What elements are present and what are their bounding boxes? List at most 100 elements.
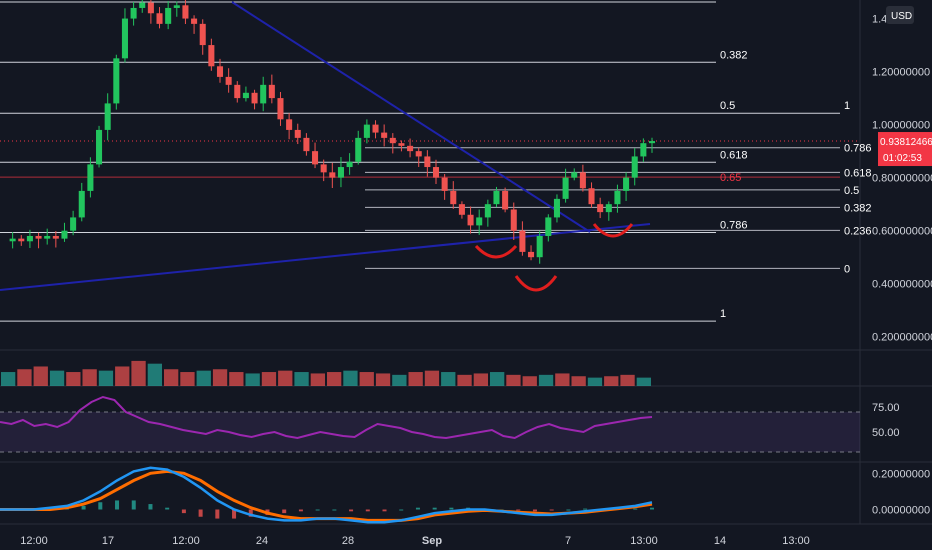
- macd-histogram-bar: [198, 509, 203, 517]
- volume-bar: [571, 376, 586, 386]
- volume-bar: [245, 373, 260, 386]
- macd-histogram-bar: [633, 508, 638, 510]
- candle-body: [191, 18, 198, 24]
- candle-body: [18, 238, 25, 242]
- candle-body: [476, 217, 483, 226]
- currency-badge[interactable]: [886, 6, 914, 24]
- time-tick-label: 7: [565, 535, 571, 547]
- price-tick-label: 0.200000000: [872, 332, 932, 344]
- candle-body: [407, 145, 414, 152]
- macd-histogram-bar: [365, 509, 370, 512]
- fib-red-level-label: 0.65: [720, 172, 741, 184]
- candle-body: [355, 137, 362, 162]
- volume-bar: [636, 377, 651, 386]
- candle-body: [545, 217, 552, 236]
- candle-body: [329, 172, 336, 178]
- time-axis[interactable]: 12:00 17 12:00 24 28 Sep 7 13:00 14 13:00: [20, 535, 810, 547]
- candle-body: [528, 251, 535, 258]
- candles: [9, 0, 656, 264]
- time-tick-label: 24: [256, 535, 268, 547]
- macd-histogram-bar: [583, 508, 588, 510]
- candle-body: [268, 84, 275, 99]
- candle-body: [104, 103, 111, 130]
- volume-bar: [212, 369, 228, 386]
- candle-body: [640, 143, 647, 157]
- candle-body: [35, 235, 42, 239]
- macd-histogram-bar: [232, 509, 237, 519]
- currency-label: USD: [891, 11, 912, 22]
- candle-body: [199, 23, 206, 46]
- volume-bar: [196, 370, 211, 386]
- candle-body: [510, 209, 517, 231]
- volume-bar: [587, 377, 603, 386]
- macd-histogram-bar: [566, 509, 571, 511]
- candle-body: [44, 235, 51, 239]
- volume-bar: [424, 370, 440, 386]
- volume-bar: [229, 372, 244, 386]
- volume-bar: [359, 372, 374, 386]
- fib-level-label: 0.382: [720, 49, 748, 61]
- last-price-badge: [878, 132, 932, 167]
- trendlines: [0, 1, 651, 291]
- macd-histogram-bar: [165, 507, 170, 510]
- price-axis[interactable]: 1.4 1.20000000 1.00000000 0.800000000 0.6000…: [872, 6, 932, 517]
- candle-body: [225, 76, 232, 85]
- ascending-trendline: [0, 223, 651, 291]
- macd-histogram-bar: [432, 507, 437, 510]
- rsi-pane: [0, 395, 860, 453]
- volume-bar: [82, 369, 97, 386]
- candle-body: [571, 172, 578, 178]
- volume-bar: [506, 374, 521, 386]
- fib-small-level-label: 0.236: [844, 225, 872, 237]
- candle-body: [648, 141, 656, 144]
- candle-body: [286, 119, 293, 130]
- volume-bar: [49, 370, 65, 386]
- candle-body: [398, 143, 405, 146]
- volume-bar: [33, 366, 48, 386]
- macd-histogram-bar: [650, 507, 654, 510]
- volume-bar: [538, 374, 554, 386]
- volume-bar: [147, 363, 162, 386]
- candle-body: [61, 230, 68, 239]
- volume-bar: [490, 372, 505, 386]
- volume-bar: [441, 372, 456, 386]
- fib-small-level-label: 0.618: [844, 167, 872, 179]
- candle-body: [519, 230, 526, 252]
- candle-body: [139, 2, 146, 8]
- volume-bar: [115, 366, 130, 386]
- time-tick-label: 13:00: [630, 535, 658, 547]
- candle-body: [277, 98, 284, 120]
- macd-histogram-bar: [399, 509, 404, 511]
- candle-body: [372, 124, 379, 133]
- candle-body: [441, 177, 448, 191]
- candle-body: [588, 188, 595, 205]
- candle-body: [597, 204, 604, 213]
- volume-bar: [555, 373, 570, 386]
- macd-histogram-bar: [449, 507, 454, 510]
- rsi-tick-label: 75.00: [872, 402, 900, 414]
- fib-small-level-label: 0.786: [844, 143, 872, 155]
- candle-body: [484, 204, 491, 218]
- candle-body: [70, 217, 77, 231]
- candle-body: [424, 156, 431, 168]
- fib-level-label: 1: [844, 100, 850, 112]
- candle-body: [234, 84, 241, 99]
- fib-level-label: 0.618: [720, 149, 748, 161]
- time-tick-label: 14: [714, 535, 726, 547]
- rsi-band: [0, 412, 860, 452]
- last-price-value: 0.93812466: [880, 137, 932, 148]
- last-price-countdown: 01:02:53: [883, 153, 922, 164]
- candle-body: [251, 92, 258, 104]
- macd-histogram-bar: [349, 509, 354, 512]
- candle-body: [182, 5, 189, 19]
- macd-histogram-bar: [332, 509, 337, 511]
- macd-histogram-bar: [315, 509, 320, 511]
- candle-body: [346, 161, 353, 168]
- candle-body: [381, 132, 388, 138]
- candle-body: [450, 190, 457, 205]
- candle-body: [605, 204, 612, 213]
- macd-line: [0, 466, 653, 524]
- macd-histogram-bar: [248, 509, 253, 517]
- macd-pane: [0, 466, 654, 524]
- time-tick-label: 28: [342, 535, 354, 547]
